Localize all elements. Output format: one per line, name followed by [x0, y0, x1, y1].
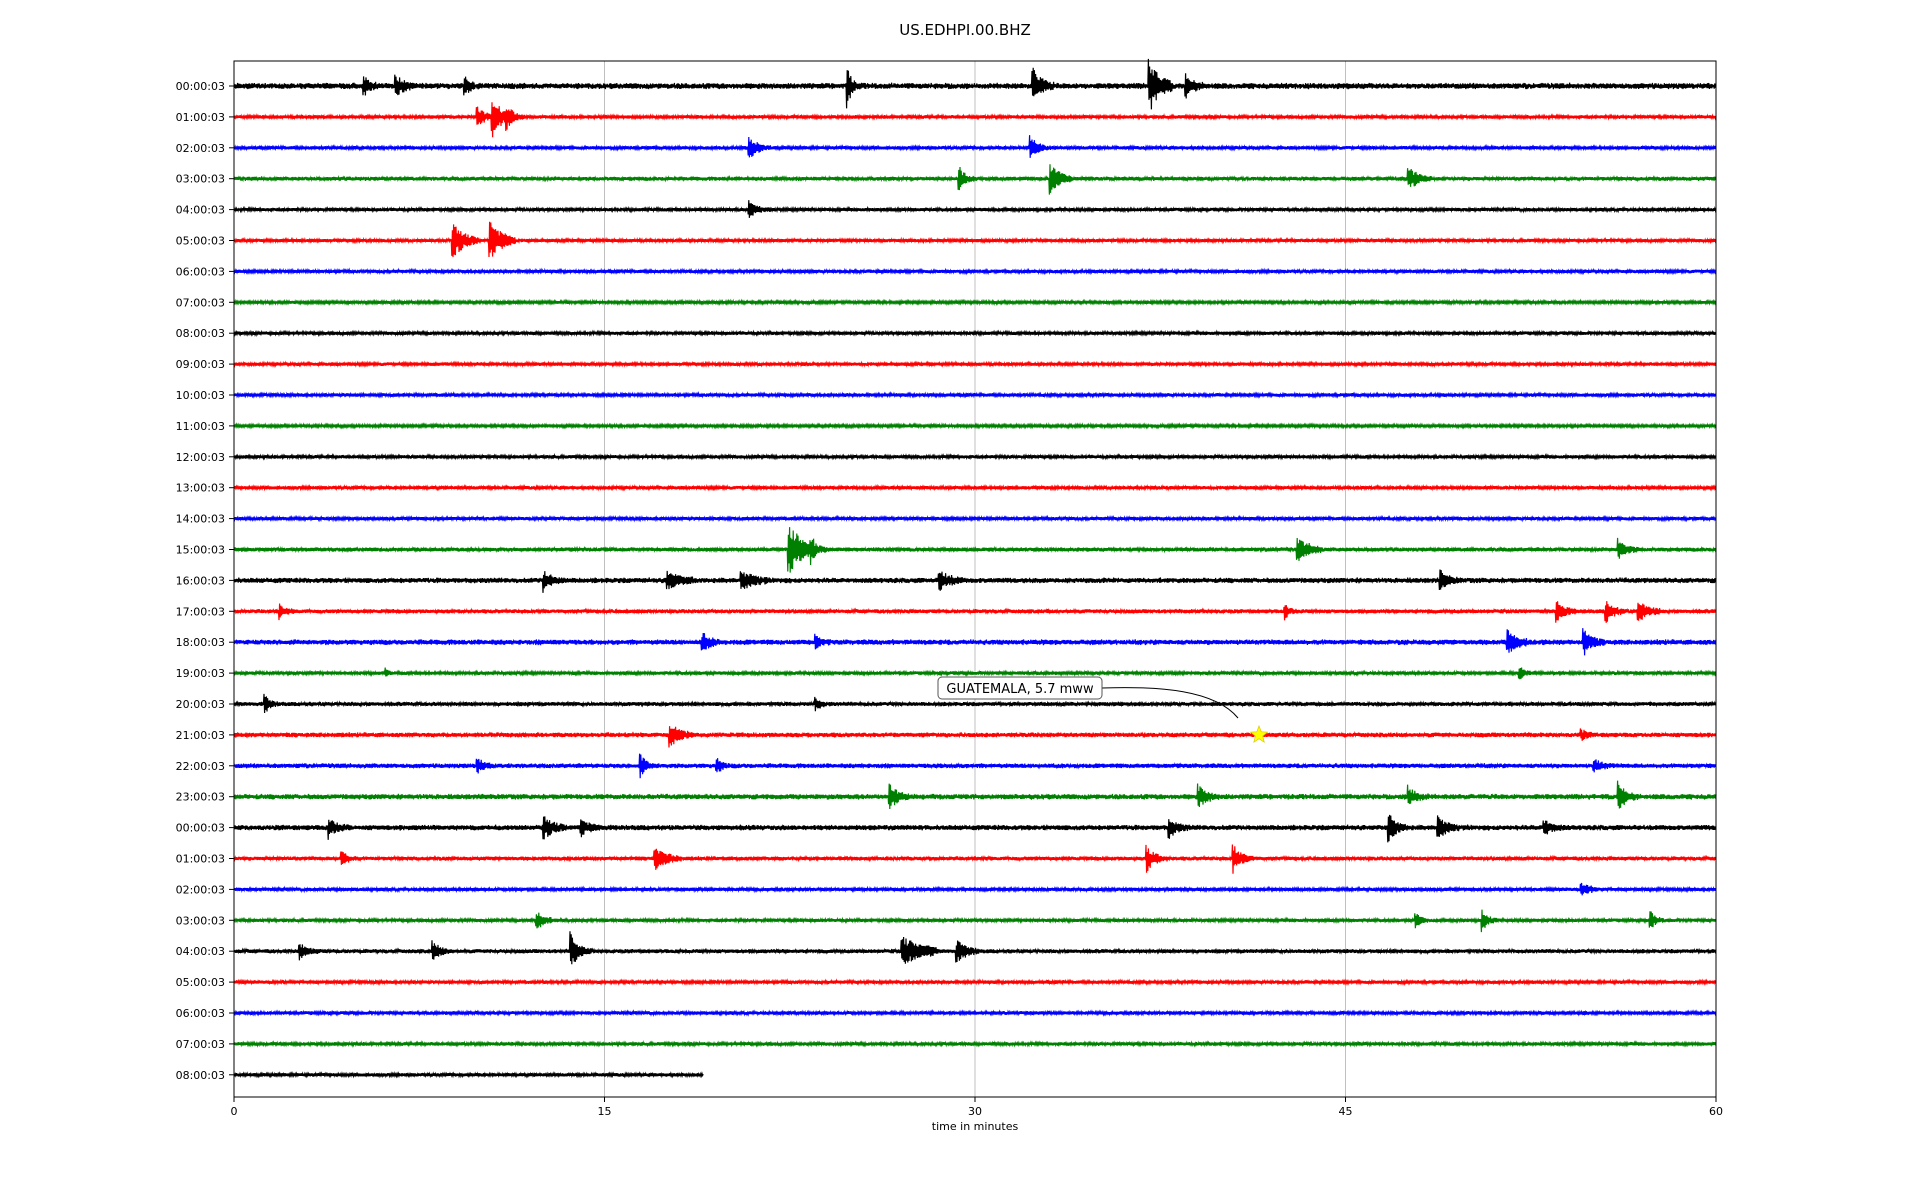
trace-row-31	[233, 1040, 1717, 1048]
row-time-label: 06:00:03	[176, 1007, 225, 1020]
chart-title: US.EDHPI.00.BHZ	[899, 21, 1031, 39]
row-time-label: 04:00:03	[176, 945, 225, 958]
x-tick-label: 60	[1709, 1105, 1723, 1118]
row-time-label: 23:00:03	[176, 791, 225, 804]
row-time-label: 11:00:03	[176, 420, 225, 433]
trace-row-21	[233, 726, 1717, 748]
row-time-label: 19:00:03	[176, 667, 225, 680]
event-star-marker	[1249, 725, 1269, 743]
row-time-label: 05:00:03	[176, 235, 225, 248]
x-tick-label: 0	[231, 1105, 238, 1118]
trace-row-9	[233, 360, 1717, 369]
row-time-label: 05:00:03	[176, 976, 225, 989]
trace-row-25	[233, 844, 1717, 874]
row-time-label: 07:00:03	[176, 1038, 225, 1051]
trace-row-4	[233, 200, 1717, 218]
trace-layer	[233, 58, 1717, 1079]
row-time-label: 01:00:03	[176, 853, 225, 866]
row-time-label: 09:00:03	[176, 358, 225, 371]
trace-row-10	[233, 391, 1717, 399]
row-time-label: 12:00:03	[176, 451, 225, 464]
row-time-label: 20:00:03	[176, 698, 225, 711]
trace-row-29	[233, 978, 1717, 987]
row-time-label: 15:00:03	[176, 544, 225, 557]
row-time-label: 02:00:03	[176, 883, 225, 896]
row-time-label: 00:00:03	[176, 80, 225, 93]
trace-row-0	[233, 58, 1717, 110]
annotation-layer: GUATEMALA, 5.7 mww	[937, 676, 1269, 743]
trace-row-1	[233, 102, 1717, 138]
trace-row-2	[233, 135, 1717, 158]
row-time-label: 04:00:03	[176, 204, 225, 217]
trace-row-13	[233, 483, 1717, 492]
trace-row-5	[233, 221, 1717, 258]
trace-row-18	[233, 628, 1717, 656]
trace-row-24	[233, 814, 1717, 843]
row-time-label: 13:00:03	[176, 482, 225, 495]
row-time-label: 21:00:03	[176, 729, 225, 742]
trace-row-32	[233, 1071, 704, 1079]
row-time-label: 08:00:03	[176, 1069, 225, 1082]
row-time-label: 00:00:03	[176, 822, 225, 835]
trace-row-7	[233, 298, 1717, 307]
trace-row-17	[233, 601, 1717, 623]
trace-row-23	[233, 780, 1717, 810]
x-axis-label: time in minutes	[932, 1120, 1019, 1133]
trace-row-19	[233, 667, 1717, 680]
trace-row-22	[233, 753, 1717, 779]
row-time-label: 17:00:03	[176, 605, 225, 618]
row-time-label: 08:00:03	[176, 327, 225, 340]
annotation-label: GUATEMALA, 5.7 mww	[946, 682, 1094, 697]
x-tick-label: 30	[968, 1105, 982, 1118]
row-time-label: 22:00:03	[176, 760, 225, 773]
row-time-label: 03:00:03	[176, 173, 225, 186]
trace-row-28	[233, 931, 1717, 965]
annotation-box	[937, 676, 1103, 700]
trace-row-8	[233, 329, 1717, 338]
row-time-labels: 00:00:03 01:00:03 02:00:03 03:00:03 04:00:03…	[176, 80, 234, 1082]
x-tick-label: 15	[598, 1105, 612, 1118]
row-time-label: 06:00:03	[176, 265, 225, 278]
trace-row-14	[233, 514, 1717, 523]
row-time-label: 01:00:03	[176, 111, 225, 124]
trace-row-16	[233, 569, 1717, 593]
row-time-label: 14:00:03	[176, 513, 225, 526]
trace-row-12	[233, 452, 1717, 461]
trace-row-27	[233, 909, 1717, 933]
x-axis-ticks: 0 15 30 45 60	[231, 1097, 1723, 1118]
annotation-arrow	[1101, 687, 1239, 719]
trace-row-20	[233, 693, 1717, 714]
trace-row-6	[233, 267, 1717, 276]
trace-row-30	[233, 1009, 1717, 1017]
row-time-label: 03:00:03	[176, 914, 225, 927]
trace-row-26	[233, 882, 1717, 896]
row-time-label: 18:00:03	[176, 636, 225, 649]
row-time-label: 10:00:03	[176, 389, 225, 402]
trace-row-11	[233, 422, 1717, 430]
row-time-label: 02:00:03	[176, 142, 225, 155]
trace-row-3	[233, 164, 1717, 195]
trace-row-15	[233, 527, 1717, 573]
row-time-label: 07:00:03	[176, 296, 225, 309]
row-time-label: 16:00:03	[176, 574, 225, 587]
x-tick-label: 45	[1339, 1105, 1353, 1118]
